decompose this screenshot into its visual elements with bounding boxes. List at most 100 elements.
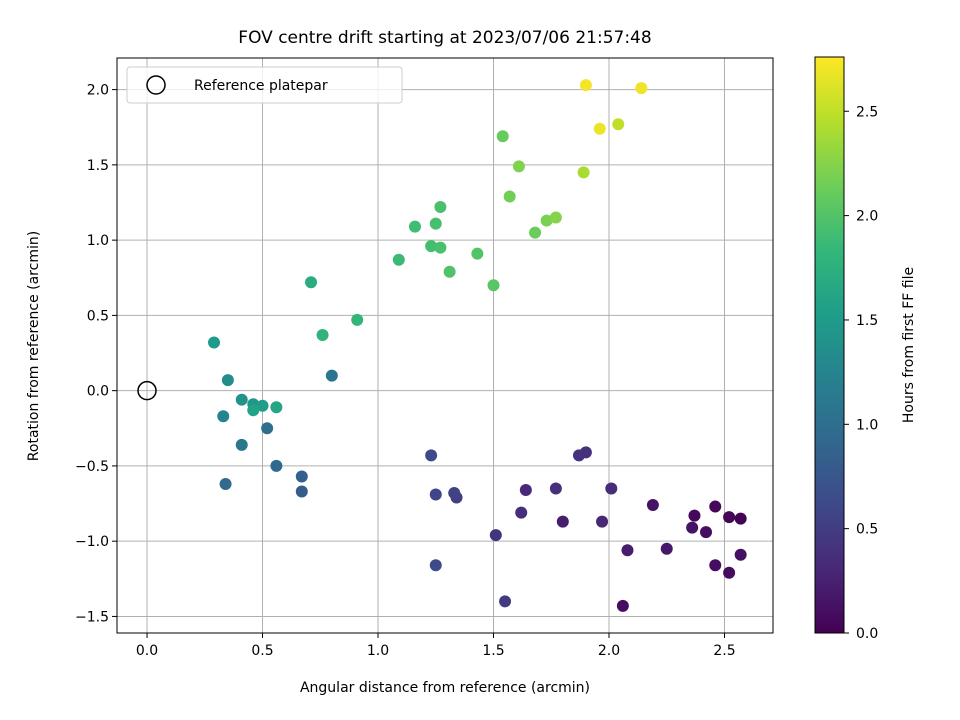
scatter-point: [579, 446, 592, 459]
reference-marker: [137, 380, 157, 401]
colorbar: 0.0 0.5 1.0 1.5 2.0 2.5 Hours from first FF f…: [814, 56, 917, 642]
legend: Reference platepar: [126, 66, 403, 104]
reference-point: [137, 380, 157, 401]
scatter-point: [429, 559, 442, 572]
legend-box: [126, 66, 403, 104]
y-tick-label: 0.5: [87, 308, 109, 324]
scatter-point: [305, 276, 318, 289]
colorbar-tick-label: 1.5: [856, 313, 878, 329]
colorbar-tick-label: 1.0: [856, 417, 878, 433]
y-tick-label: 1.5: [87, 158, 109, 174]
scatter-point: [540, 214, 553, 227]
scatter-point: [549, 482, 562, 495]
legend-label: Reference platepar: [194, 78, 328, 94]
scatter-point: [434, 201, 447, 214]
y-tick-label: −0.5: [75, 459, 109, 475]
colorbar-tick-label: 0.0: [856, 626, 878, 642]
scatter-point: [429, 488, 442, 501]
scatter-point: [325, 369, 338, 382]
scatter-point: [471, 247, 484, 260]
scatter-point: [219, 477, 232, 490]
scatter-point: [235, 393, 248, 406]
scatter-point: [723, 566, 736, 579]
y-tick-label: −1.0: [75, 534, 109, 550]
colorbar-tick-label: 0.5: [856, 522, 878, 538]
y-tick-label: 2.0: [87, 83, 109, 99]
y-axis-label: Rotation from reference (arcmin): [26, 231, 42, 461]
scatter-point: [429, 217, 442, 230]
x-tick-label: 1.5: [482, 643, 504, 659]
scatter-point: [408, 220, 421, 233]
colorbar-label: Hours from first FF file: [901, 267, 917, 423]
colorbar-tick-label: 2.0: [856, 209, 878, 225]
scatter-point: [351, 313, 364, 326]
scatter-point: [261, 422, 274, 435]
scatter-point: [723, 511, 736, 524]
scatter-point: [709, 500, 722, 513]
scatter-point: [621, 544, 634, 557]
scatter-point: [734, 548, 747, 561]
scatter-point: [519, 484, 532, 497]
scatter-point: [270, 401, 283, 414]
scatter-point: [392, 253, 405, 266]
scatter-point: [688, 509, 701, 522]
scatter-point: [709, 559, 722, 572]
plot-frame: [116, 57, 774, 634]
scatter-point: [496, 130, 509, 143]
y-axis: −1.5 −1.0 −0.5 0.0 0.5 1.0 1.5 2.0: [75, 83, 117, 625]
scatter-point: [295, 470, 308, 483]
scatter-point: [270, 459, 283, 472]
scatter-point: [512, 160, 525, 173]
scatter-point: [247, 404, 260, 417]
scatter-point: [635, 82, 648, 95]
scatter-point: [734, 512, 747, 525]
scatter-point: [487, 279, 500, 292]
scatter-point: [612, 118, 625, 131]
scatter-point: [596, 515, 609, 528]
scatter-point: [434, 241, 447, 254]
scatter-point: [316, 328, 329, 341]
x-tick-label: 1.0: [367, 643, 389, 659]
scatter-point: [593, 122, 606, 135]
x-axis-label: Angular distance from reference (arcmin): [300, 680, 590, 696]
scatter-point: [217, 410, 230, 423]
colorbar-ticks: 0.0 0.5 1.0 1.5 2.0 2.5: [844, 104, 878, 642]
x-tick-label: 0.0: [136, 643, 158, 659]
scatter-point: [605, 482, 618, 495]
scatter-point: [579, 79, 592, 92]
scatter-point: [425, 240, 438, 253]
scatter-points: [208, 79, 747, 612]
y-tick-label: 0.0: [87, 384, 109, 400]
scatter-point: [221, 374, 234, 387]
scatter-point: [448, 487, 461, 500]
scatter-point: [660, 542, 673, 555]
scatter-point: [549, 211, 562, 224]
scatter-point: [256, 399, 269, 412]
y-tick-label: 1.0: [87, 233, 109, 249]
scatter-point: [686, 521, 699, 534]
scatter-point: [295, 485, 308, 498]
colorbar-tick-label: 2.5: [856, 104, 878, 120]
scatter-point: [577, 166, 590, 179]
y-tick-label: −1.5: [75, 609, 109, 625]
legend-marker-hollow-circle: [146, 75, 166, 95]
x-axis: 0.0 0.5 1.0 1.5 2.0 2.5: [136, 633, 736, 659]
scatter-point: [443, 265, 456, 278]
scatter-point: [425, 449, 438, 462]
x-tick-label: 0.5: [251, 643, 273, 659]
scatter-point: [503, 190, 516, 203]
colorbar-gradient: [814, 56, 845, 634]
grid-lines: [117, 58, 773, 633]
x-tick-label: 2.5: [713, 643, 735, 659]
x-tick-label: 2.0: [598, 643, 620, 659]
scatter-point: [616, 599, 629, 612]
scatter-point: [208, 336, 221, 349]
scatter-point: [556, 515, 569, 528]
scatter-point: [499, 595, 512, 608]
chart-title: FOV centre drift starting at 2023/07/06 …: [238, 28, 651, 48]
scatter-point: [489, 529, 502, 542]
scatter-point: [529, 226, 542, 239]
scatter-point: [515, 506, 528, 519]
scatter-point: [646, 499, 659, 512]
